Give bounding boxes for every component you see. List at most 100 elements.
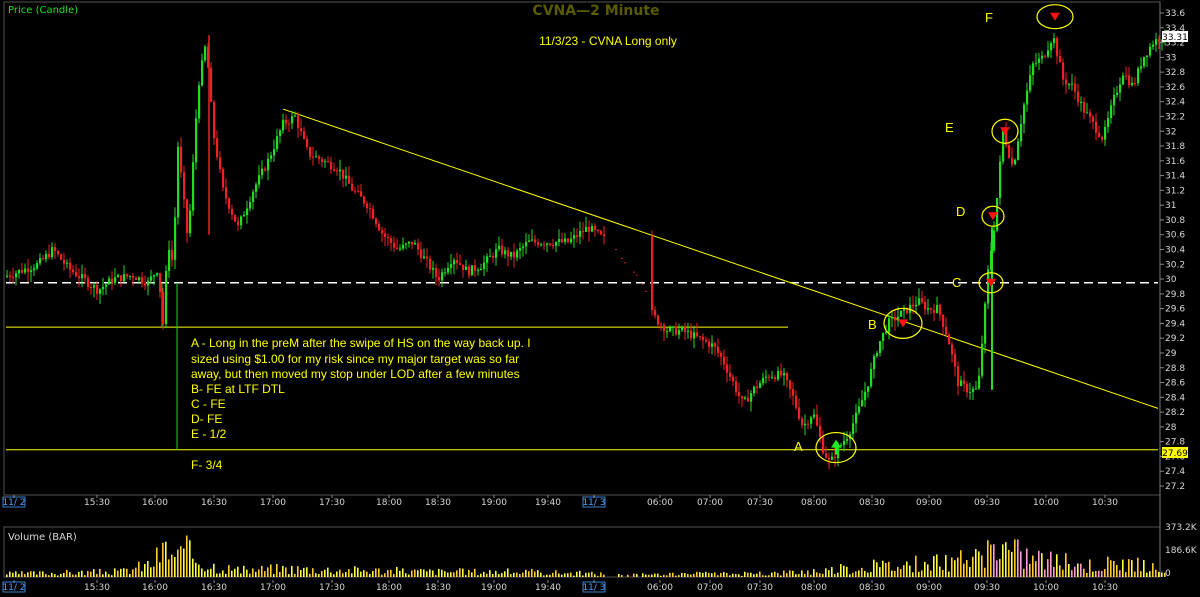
candle-body: [270, 155, 273, 159]
candle-body: [522, 246, 525, 249]
volume-bar: [675, 575, 677, 577]
candle-body: [12, 276, 15, 278]
candle-body: [699, 336, 702, 338]
volume-bar: [984, 567, 986, 577]
sell-arrow: [988, 212, 998, 221]
volume-bar: [1119, 570, 1121, 577]
volume-bar: [795, 574, 797, 577]
candle-body: [948, 334, 951, 345]
x-tick-label: 10:30: [1092, 498, 1118, 508]
candle-body: [342, 169, 345, 179]
volume-bar: [945, 555, 947, 577]
volume-tick-label: 373.2K: [1165, 523, 1198, 533]
candle-body: [819, 425, 822, 437]
x-tick-label: 10:30: [1092, 583, 1118, 593]
volume-bar: [123, 568, 125, 577]
volume-bar: [657, 573, 659, 577]
candle-body: [279, 130, 282, 137]
candle-body: [156, 273, 159, 276]
volume-bar: [1164, 572, 1166, 577]
volume-bar: [510, 573, 512, 577]
candle-body: [1011, 157, 1014, 165]
candle-body: [486, 256, 489, 263]
candle-body: [372, 208, 375, 219]
candle-body: [1098, 132, 1101, 137]
candle-body: [756, 386, 759, 388]
candle-body: [228, 198, 231, 209]
volume-bar: [297, 566, 299, 577]
y-tick-label: 33.4: [1165, 24, 1185, 34]
volume-bar: [1032, 555, 1034, 577]
volume-bar: [348, 569, 350, 577]
x-tick-label: 17:00: [260, 498, 286, 508]
volume-bar: [30, 571, 32, 577]
candle-body: [807, 423, 810, 425]
volume-bar: [63, 572, 65, 577]
candle-body: [75, 272, 78, 277]
volume-bar: [168, 559, 170, 577]
volume-bar: [471, 572, 473, 577]
candle-body: [90, 286, 93, 288]
volume-bar: [999, 558, 1001, 577]
volume-bar: [858, 570, 860, 577]
trade-note-line: B- FE at LTF DTL: [191, 382, 285, 396]
volume-bar: [75, 574, 77, 577]
volume-bar: [1092, 571, 1094, 577]
candle-body: [60, 254, 63, 260]
candle-body: [282, 119, 285, 131]
volume-bar: [1020, 551, 1022, 577]
x-tick-label: 09:30: [974, 498, 1000, 508]
candle-body: [27, 268, 30, 272]
trade-label-b: B: [868, 317, 877, 332]
volume-bar: [888, 561, 890, 577]
candle-body: [360, 191, 363, 197]
volume-bar: [891, 570, 893, 577]
volume-bar: [1083, 568, 1085, 577]
candle-body: [531, 239, 534, 241]
candle-body: [942, 314, 945, 327]
volume-bar: [660, 575, 662, 577]
volume-bar: [180, 546, 182, 577]
candle-body: [783, 373, 786, 376]
candle-body: [243, 215, 246, 217]
candle-body: [771, 377, 774, 379]
volume-bar: [315, 573, 317, 577]
volume-bar: [24, 574, 26, 577]
volume-bar: [288, 574, 290, 577]
candle-body: [57, 251, 60, 255]
candle-body: [444, 272, 447, 274]
candle-body: [855, 412, 858, 424]
volume-bar: [219, 573, 221, 577]
volume-bar: [57, 575, 59, 577]
volume-bar: [333, 574, 335, 577]
volume-bar: [423, 569, 425, 577]
volume-bar: [138, 561, 140, 577]
candle-body: [1005, 130, 1008, 146]
candle-body: [384, 233, 387, 238]
buy-arrow: [831, 439, 841, 448]
volume-bar: [750, 572, 752, 577]
x-tick-label: 07:30: [747, 498, 773, 508]
volume-bar: [1005, 542, 1007, 577]
x-tick-label: 07:00: [697, 498, 723, 508]
candle-body: [318, 156, 321, 160]
volume-bar: [231, 570, 233, 577]
candle-body: [438, 276, 441, 281]
candle-body: [150, 276, 153, 281]
candle-body: [666, 331, 669, 333]
candle-body: [93, 285, 96, 288]
volume-bar: [171, 554, 173, 577]
volume-bar: [1131, 560, 1133, 577]
candle-body: [891, 316, 894, 319]
volume-bar: [1068, 563, 1070, 577]
volume-bar: [603, 574, 605, 577]
candle-body: [585, 226, 588, 232]
candle-body: [660, 324, 663, 326]
trade-note-line: C - FE: [191, 397, 226, 411]
volume-bar: [183, 548, 185, 577]
candle-body: [1131, 83, 1134, 86]
candle-body: [720, 352, 723, 357]
candle-body: [147, 280, 150, 286]
volume-bar: [762, 575, 764, 577]
